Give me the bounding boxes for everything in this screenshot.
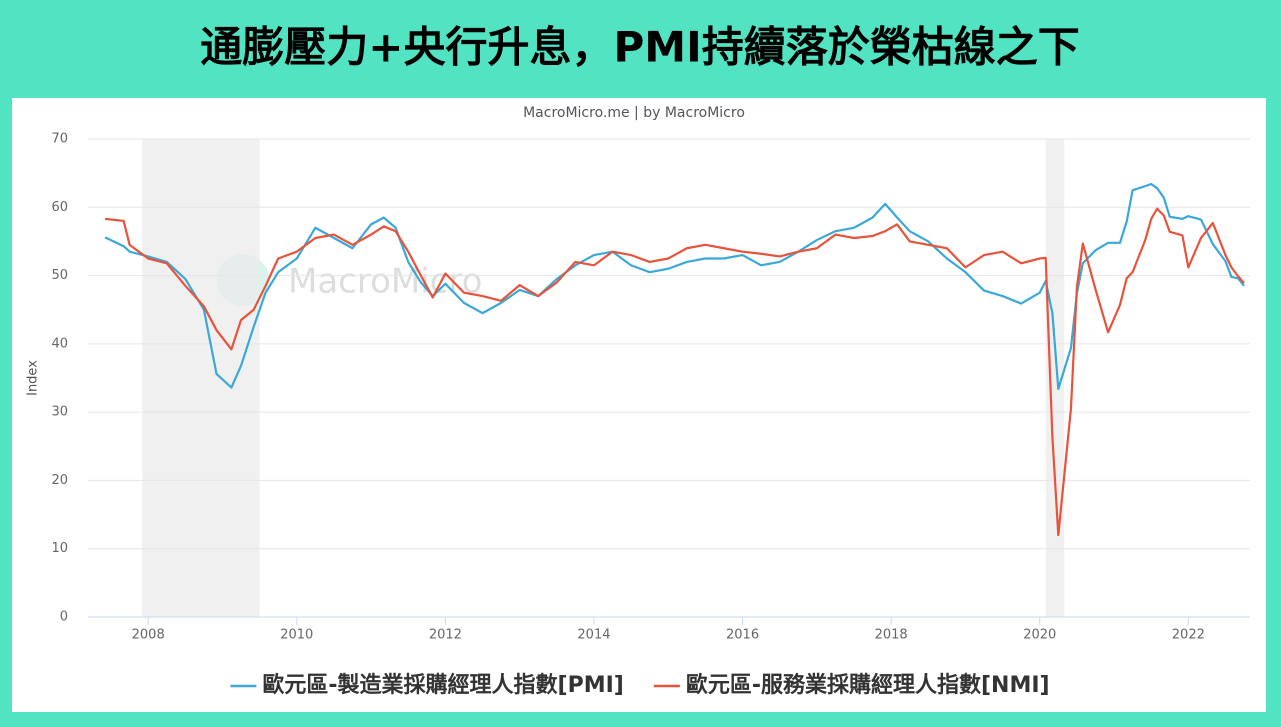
x-tick-label: 2010 <box>280 628 313 643</box>
chart-subtitle: MacroMicro.me | by MacroMicro <box>523 105 745 121</box>
x-tick-label: 2016 <box>726 628 759 643</box>
y-tick-label: 70 <box>51 132 68 147</box>
y-tick-label: 50 <box>51 268 68 283</box>
y-tick-label: 10 <box>51 541 68 556</box>
legend-label: 歐元區-服務業採購經理人指數[NMI] <box>686 672 1050 698</box>
y-tick-label: 0 <box>60 610 68 625</box>
x-tick-label: 2008 <box>132 628 165 643</box>
watermark: MacroMicro <box>288 262 482 302</box>
x-tick-label: 2018 <box>875 628 908 643</box>
x-tick-label: 2022 <box>1172 628 1205 643</box>
data-line <box>104 207 1245 537</box>
page-title: 通膨壓力+央行升息，PMI持續落於榮枯線之下 <box>200 23 1079 72</box>
legend: 歐元區-製造業採購經理人指數[PMI] 歐元區-服務業採購經理人指數[NMI] <box>230 672 1050 698</box>
y-tick-label: 60 <box>51 200 68 215</box>
x-tick-label: 2020 <box>1023 628 1056 643</box>
recession-band <box>1045 139 1065 617</box>
y-tick-label: 30 <box>51 405 68 420</box>
y-tick-label: 20 <box>51 473 68 488</box>
recession-band <box>142 139 260 617</box>
x-tick-label: 2012 <box>429 628 462 643</box>
y-tick-label: 40 <box>51 336 68 351</box>
x-tick-label: 2014 <box>577 628 610 643</box>
legend-label: 歐元區-製造業採購經理人指數[PMI] <box>262 672 623 698</box>
y-axis-label: Index <box>26 360 41 396</box>
